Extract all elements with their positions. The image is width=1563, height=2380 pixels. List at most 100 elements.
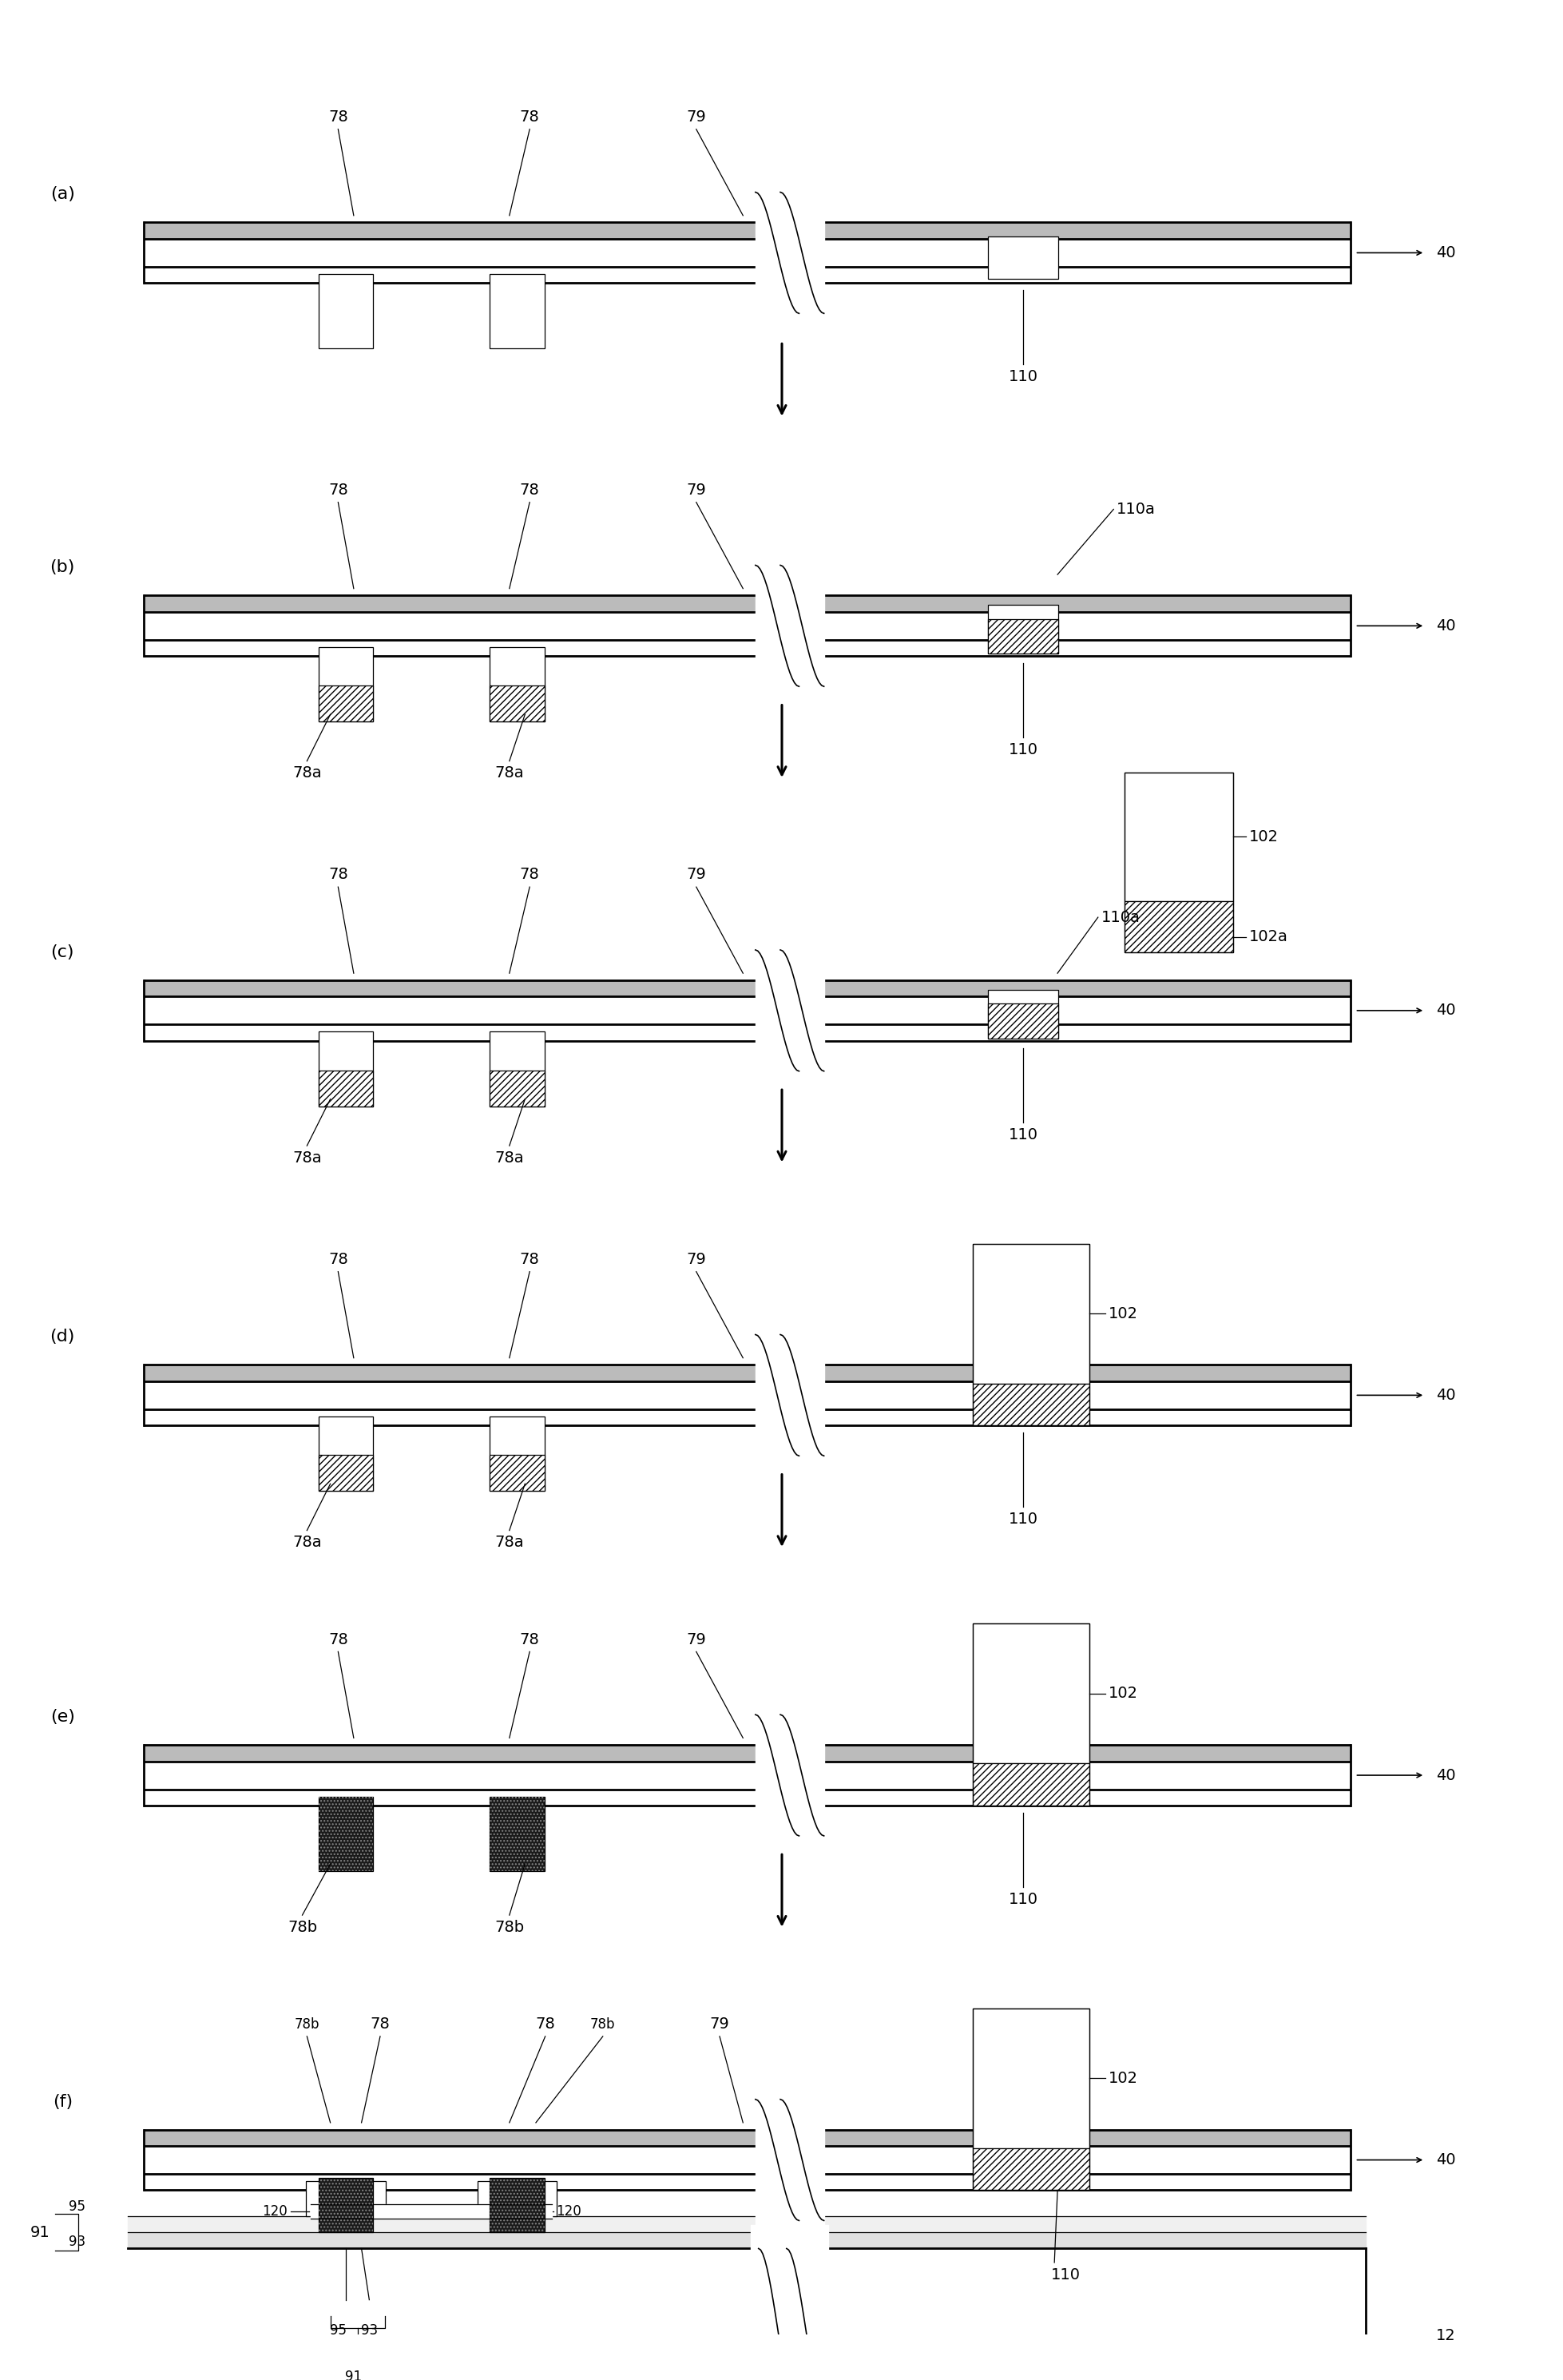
Text: 110: 110 (1008, 743, 1038, 757)
Bar (972, 2009, 1089, 2149)
Text: 78: 78 (328, 866, 349, 883)
Text: 40: 40 (1435, 619, 1455, 633)
Bar (972, 2009, 1089, 2190)
Bar (489, 1033, 544, 1107)
Text: 93: 93 (69, 2235, 86, 2249)
Text: 40: 40 (1435, 1768, 1455, 1783)
Text: 78: 78 (519, 483, 539, 497)
Bar (988, 605, 1058, 655)
Text: 102a: 102a (1249, 928, 1288, 945)
Bar (477, 2180, 556, 2216)
Text: 78: 78 (328, 1252, 349, 1266)
Text: 79: 79 (710, 2016, 728, 2033)
Bar (489, 685, 544, 721)
Text: (d): (d) (50, 1328, 75, 1345)
Text: 78: 78 (328, 109, 349, 124)
Text: (e): (e) (50, 1709, 75, 1726)
Text: 110: 110 (1008, 1128, 1038, 1142)
Text: 78: 78 (328, 1633, 349, 1647)
Bar (306, 2180, 386, 2216)
Text: 40: 40 (1435, 245, 1455, 259)
Bar (489, 1416, 544, 1490)
Bar (319, 1416, 374, 1490)
Bar (988, 236, 1058, 278)
Text: 93: 93 (361, 2323, 378, 2337)
Text: 78a: 78a (292, 1150, 322, 1166)
Text: 110a: 110a (1116, 502, 1155, 516)
Text: 78a: 78a (292, 766, 322, 781)
Text: 78: 78 (328, 483, 349, 497)
Bar (489, 1071, 544, 1107)
Text: 110: 110 (1008, 1511, 1038, 1528)
Bar (1124, 774, 1233, 952)
Bar (319, 1033, 374, 1107)
Bar (319, 1797, 374, 1871)
Text: 120: 120 (556, 2204, 581, 2218)
Text: 95: 95 (69, 2199, 86, 2213)
Text: 78: 78 (519, 1252, 539, 1266)
Text: 78: 78 (370, 2016, 389, 2033)
Bar (489, 1454, 544, 1490)
Text: 120: 120 (263, 2204, 288, 2218)
Text: 110: 110 (1050, 2268, 1080, 2282)
Bar (972, 1623, 1089, 1764)
Bar (319, 1071, 374, 1107)
Text: 110: 110 (1008, 369, 1038, 386)
Text: 110: 110 (1008, 1892, 1038, 1906)
Bar (972, 1764, 1089, 1806)
Bar (972, 1245, 1089, 1383)
Text: 78: 78 (519, 866, 539, 883)
Bar (489, 647, 544, 721)
Text: 102: 102 (1108, 2071, 1138, 2085)
Bar (489, 2178, 544, 2232)
Text: (f): (f) (53, 2094, 72, 2109)
Bar (489, 2178, 544, 2232)
Bar (319, 1454, 374, 1490)
Text: 78: 78 (535, 2016, 555, 2033)
Text: 78b: 78b (589, 2018, 616, 2033)
Text: 79: 79 (686, 866, 706, 883)
Text: 78b: 78b (294, 2018, 319, 2033)
Bar (1124, 902, 1233, 952)
Bar (489, 1071, 544, 1107)
Text: 91: 91 (345, 2370, 363, 2380)
Bar (972, 2149, 1089, 2190)
Text: 78: 78 (519, 1633, 539, 1647)
Bar (972, 1245, 1089, 1426)
Bar (988, 990, 1058, 1038)
Text: 110a: 110a (1100, 909, 1139, 926)
Text: 40: 40 (1435, 2152, 1455, 2168)
Text: 95: 95 (330, 2323, 347, 2337)
Bar (489, 1797, 544, 1871)
Text: 79: 79 (686, 109, 706, 124)
Text: 79: 79 (686, 1633, 706, 1647)
Bar (972, 2149, 1089, 2190)
Bar (319, 647, 374, 721)
Bar (988, 619, 1058, 655)
Bar (972, 1623, 1089, 1806)
Bar (988, 619, 1058, 655)
Bar (1124, 902, 1233, 952)
Text: (b): (b) (50, 559, 75, 576)
Text: 78a: 78a (494, 766, 524, 781)
Bar (988, 1004, 1058, 1038)
Bar (489, 1454, 544, 1490)
Text: 78b: 78b (494, 1921, 524, 1935)
Bar (319, 1797, 374, 1871)
Text: 79: 79 (686, 1252, 706, 1266)
Text: 78: 78 (519, 109, 539, 124)
Text: (a): (a) (50, 186, 75, 202)
Text: 78a: 78a (292, 1535, 322, 1549)
Text: 102: 102 (1108, 1685, 1138, 1702)
Bar (319, 274, 374, 347)
Text: 78b: 78b (288, 1921, 317, 1935)
Bar (319, 685, 374, 721)
Text: 79: 79 (686, 483, 706, 497)
Text: 91: 91 (30, 2225, 50, 2240)
Bar (972, 1383, 1089, 1426)
Bar (319, 1071, 374, 1107)
Bar (319, 2178, 374, 2232)
Bar (972, 1764, 1089, 1806)
Text: (c): (c) (50, 945, 73, 959)
Bar (489, 1797, 544, 1871)
